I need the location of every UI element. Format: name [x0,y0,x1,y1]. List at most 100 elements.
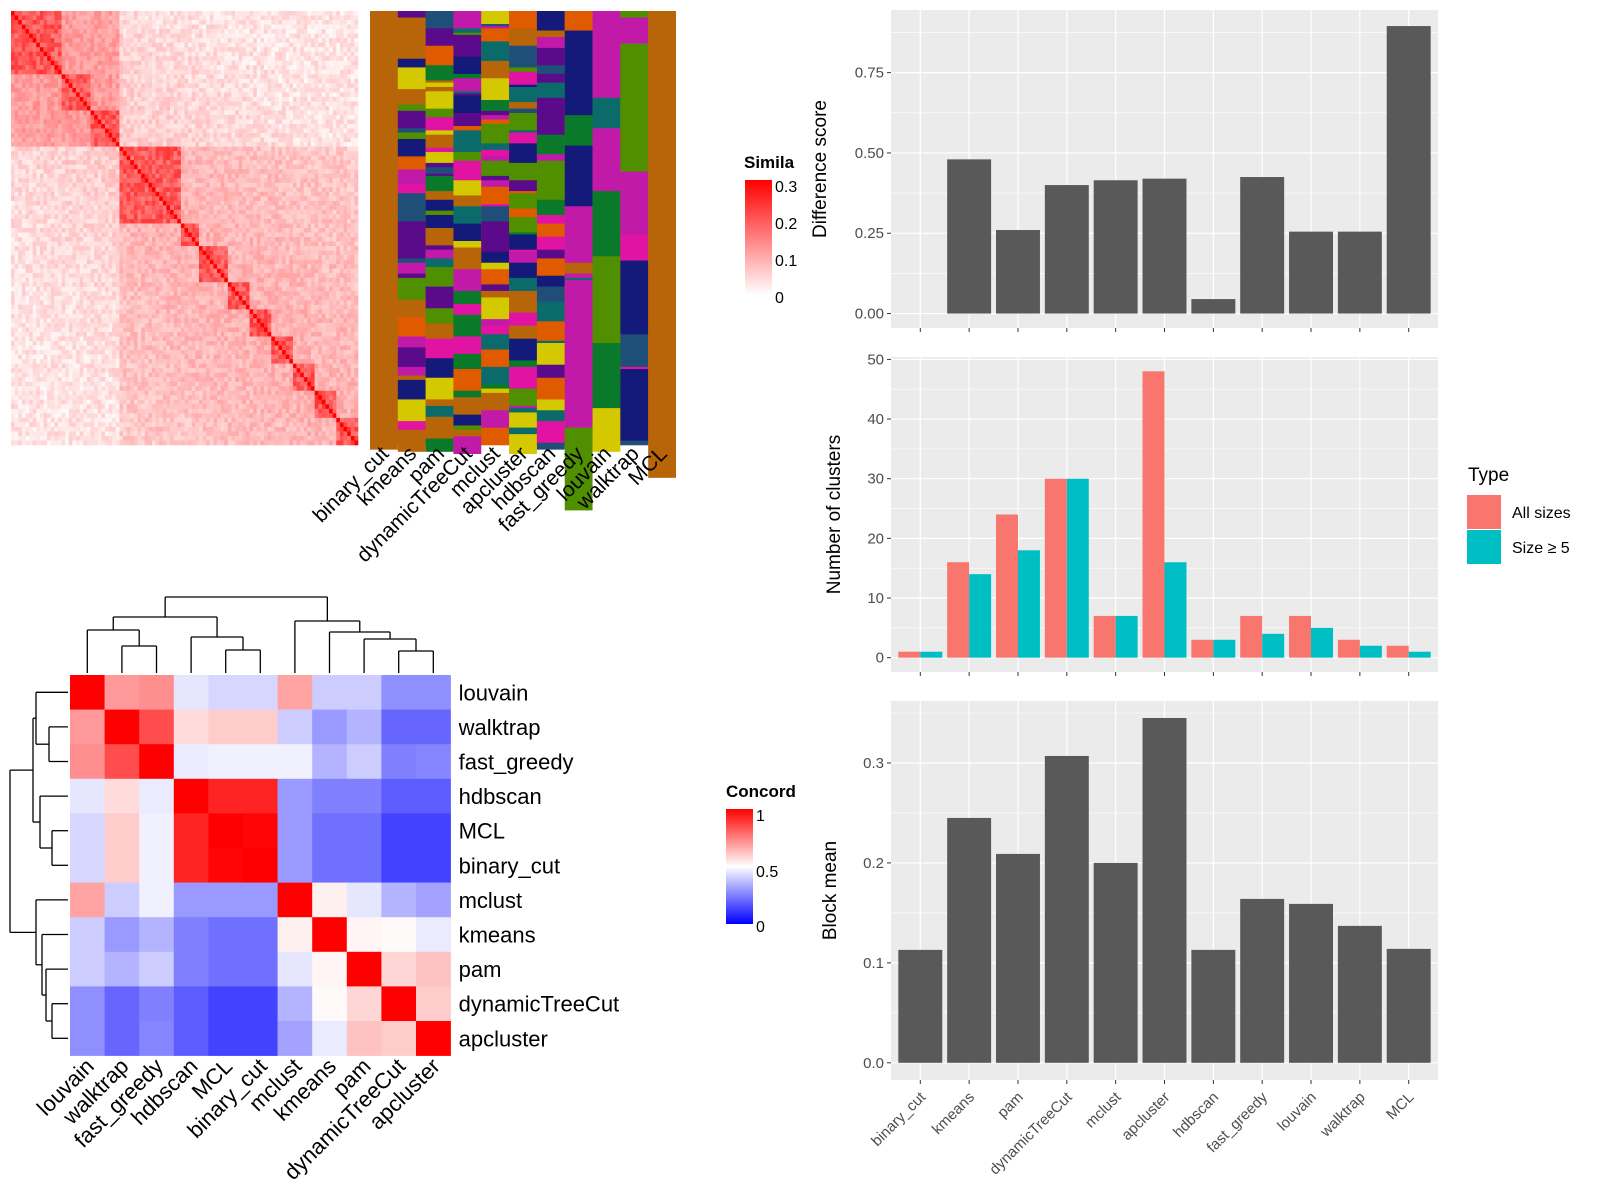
similarity-cell [39,187,44,193]
similarity-cell [32,228,37,233]
similarity-cell [220,20,225,25]
similarity-cell [224,60,229,66]
similarity-cell [260,146,265,152]
similarity-cell [332,218,337,224]
similarity-cell [220,96,225,102]
similarity-cell [198,87,203,93]
similarity-cell [224,33,229,39]
similarity-cell [18,173,23,179]
similarity-cell [97,110,102,116]
similarity-cell [144,164,149,170]
similarity-cell [274,146,279,152]
similarity-cell [79,205,84,211]
similarity-cell [123,101,127,107]
similarity-cell [177,196,182,202]
similarity-cell [159,119,164,125]
similarity-cell [271,182,276,188]
similarity-cell [36,110,41,116]
similarity-cell [83,196,88,202]
similarity-cell [86,51,91,57]
similarity-cell [177,24,182,30]
similarity-cell [303,205,308,211]
similarity-cell [18,246,23,251]
similarity-cell [36,214,41,220]
similarity-cell [231,196,236,202]
similarity-cell [314,128,319,134]
similarity-cell [238,146,243,152]
similarity-cell [235,69,240,75]
similarity-cell [18,65,23,71]
similarity-cell [213,69,218,75]
similarity-cell [209,51,214,57]
similarity-cell [347,169,352,175]
similarity-cell [191,83,196,89]
similarity-cell [282,96,286,102]
similarity-cell [202,151,207,156]
similarity-cell [94,42,99,48]
similarity-cell [213,105,218,111]
similarity-cell [274,209,279,215]
similarity-cell [256,124,261,129]
similarity-cell [188,160,193,166]
similarity-cell [249,142,254,147]
similarity-cell [90,191,95,197]
similarity-cell [29,65,33,71]
similarity-cell [220,38,225,43]
similarity-cell [50,155,55,161]
similarity-cell [238,228,243,233]
similarity-cell [249,87,254,93]
similarity-cell [231,237,236,242]
similarity-cell [325,24,330,30]
similarity-cell [162,223,167,229]
similarity-cell [18,92,23,98]
similarity-cell [32,119,37,125]
similarity-cell [321,60,326,66]
similarity-cell [314,205,319,211]
similarity-cell [151,60,156,66]
similarity-cell [249,196,254,202]
similarity-cell [329,209,333,215]
similarity-cell [170,209,174,215]
similarity-cell [21,241,26,247]
similarity-cell [177,205,182,211]
similarity-cell [155,205,160,211]
similarity-cell [115,160,120,166]
similarity-cell [354,83,359,89]
similarity-cell [162,119,167,125]
similarity-cell [188,241,193,247]
similarity-cell [108,38,113,43]
similarity-cell [137,133,142,138]
similarity-cell [21,96,26,102]
similarity-cell [253,15,258,21]
similarity-cell [264,69,268,75]
similarity-cell [65,101,70,107]
similarity-cell [115,87,120,93]
similarity-cell [86,223,91,229]
similarity-cell [76,87,80,93]
similarity-cell [184,223,189,229]
similarity-cell [260,137,265,143]
similarity-cell [29,178,33,184]
similarity-cell [354,155,359,161]
similarity-cell [68,196,73,202]
similarity-cell [50,133,55,138]
similarity-cell [76,33,80,39]
similarity-cell [151,87,156,93]
similarity-cell [318,191,323,197]
similarity-cell [198,105,203,111]
similarity-cell [130,223,135,229]
similarity-cell [130,182,135,188]
similarity-cell [123,218,127,224]
similarity-cell [21,246,26,251]
similarity-cell [227,29,232,34]
similarity-cell [173,69,178,75]
similarity-cell [11,60,15,66]
similarity-cell [97,78,102,84]
similarity-cell [209,196,214,202]
similarity-cell [343,196,348,202]
similarity-cell [235,191,240,197]
similarity-cell [224,146,229,152]
similarity-cell [238,15,243,21]
similarity-cell [224,151,229,156]
similarity-cell [253,105,258,111]
